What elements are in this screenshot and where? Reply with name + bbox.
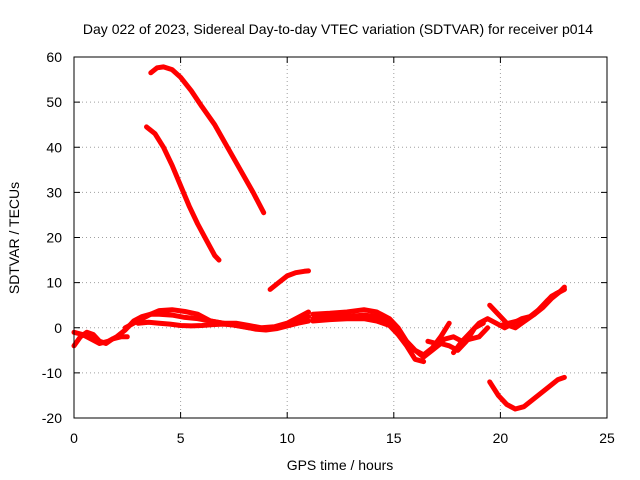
series-arc-15 (497, 286, 567, 328)
plot-frame (73, 56, 608, 419)
series-arc-11 (425, 325, 491, 346)
y-tick-label: 10 (46, 275, 62, 291)
y-axis-label: SDTVAR / TECUs (6, 182, 22, 294)
x-tick-label: 0 (70, 430, 78, 446)
y-tick-label: 0 (54, 320, 62, 336)
series-arc-10 (310, 316, 427, 365)
x-tick-label: 25 (599, 430, 615, 446)
y-tick-label: 60 (46, 49, 62, 65)
chart-title: Day 022 of 2023, Sidereal Day-to-day VTE… (83, 21, 593, 37)
series-arc-2 (144, 124, 222, 263)
x-axis-label: GPS time / hours (287, 457, 394, 473)
x-tick-label: 10 (279, 430, 295, 446)
axis-ticks: 0 5 10 15 20 25 -20 -10 0 10 20 30 40 50 60 (42, 49, 615, 446)
y-tick-label: -20 (42, 410, 62, 426)
series-layer (71, 64, 567, 412)
y-tick-label: -10 (42, 365, 62, 381)
series-arc-7 (135, 318, 311, 333)
x-tick-label: 15 (386, 430, 402, 446)
x-tick-label: 20 (493, 430, 509, 446)
series-arc-1 (148, 64, 267, 216)
series-arc-3 (267, 268, 311, 292)
y-tick-label: 30 (46, 184, 62, 200)
series-arc-14 (487, 374, 567, 412)
x-tick-label: 5 (177, 430, 185, 446)
y-tick-label: 20 (46, 230, 62, 246)
y-tick-label: 50 (46, 94, 62, 110)
grid (74, 57, 607, 418)
series-arc-9 (310, 312, 486, 360)
y-tick-label: 40 (46, 139, 62, 155)
